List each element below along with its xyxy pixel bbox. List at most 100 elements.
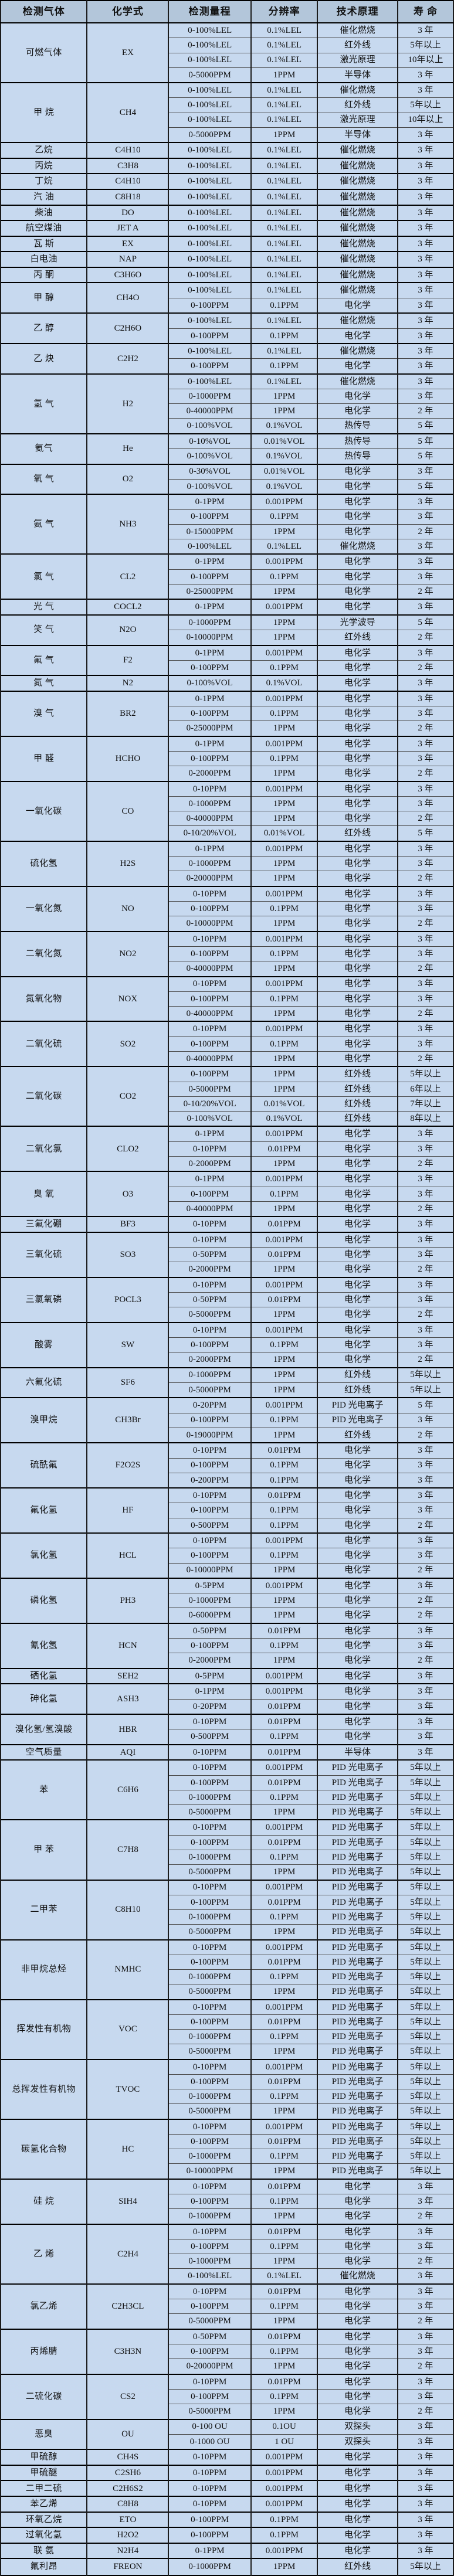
lifetime-cell: 5年以上 — [397, 1775, 454, 1790]
resolution-cell: 0.1PPM — [250, 1472, 319, 1488]
principle-cell: 催化燃烧 — [317, 538, 398, 555]
formula-cell: O3 — [86, 1171, 170, 1217]
principle-cell: PID 光电离子 — [317, 1849, 398, 1865]
range-cell: 0-100%LEL — [168, 157, 252, 174]
formula-cell: C2H2 — [86, 342, 170, 375]
range-cell: 0-100%VOL — [168, 675, 252, 692]
range-cell: 0-2000PPM — [168, 1352, 252, 1368]
table-row: 二氧化硫 SO2 0-10PPM 0.001PPM 电化学 3 年 — [0, 1021, 454, 1067]
principle-cell: 红外线 — [317, 1081, 398, 1097]
table-row: 0-40000PPM 1PPM 电化学 2 年 — [1, 403, 454, 419]
principle-cell: 电化学 — [317, 735, 398, 752]
table-row: 0-5000PPM 1PPM 红外线 5年以上 — [1, 1382, 454, 1398]
formula-cell: F2 — [86, 644, 170, 676]
resolution-cell: 0.001PPM — [250, 644, 319, 661]
range-cell: 0-5000PPM — [168, 1081, 252, 1097]
principle-cell: 电化学 — [317, 1714, 398, 1730]
lifetime-cell: 3 年 — [397, 312, 454, 329]
table-row: 可燃气体 EX 0-100%LEL 0.1%LEL 催化燃烧 3 年 — [0, 22, 454, 83]
table-row: 0-2000PPM 1PPM 电化学 2 年 — [1, 766, 454, 782]
table-row: 丙烯腈 C3H3N 0-50PPM 0.01PPM 电化学 3 年 — [0, 2328, 454, 2375]
resolution-cell: 1PPM — [250, 2103, 319, 2120]
table-row: 乙 烯 C2H4 0-10PPM 0.01PPM 电化学 3 年 — [0, 2223, 454, 2285]
resolution-cell: 0.1PPM — [250, 660, 319, 676]
table-row: 0-100%VOL 0.1%VOL 热传导 5 年 — [1, 418, 454, 434]
range-cell: 0-100PPM — [168, 1412, 252, 1428]
range-cell: 0-1000 OU — [168, 2434, 252, 2450]
principle-cell: 电化学 — [317, 1352, 398, 1368]
lifetime-cell: 5年以上 — [397, 1759, 454, 1776]
resolution-cell: 0.01PPM — [250, 1744, 319, 1761]
resolution-cell: 0.01PPM — [250, 1775, 319, 1790]
lifetime-cell: 3 年 — [397, 599, 454, 616]
range-cell: 0-100PPM — [168, 2388, 252, 2405]
resolution-cell: 0.1PPM — [250, 2239, 319, 2255]
principle-cell: 电化学 — [317, 1156, 398, 1172]
table-row: 0-100PPM 0.1PPM 电化学 3 年 — [1, 1638, 454, 1654]
principle-cell: 电化学 — [317, 2299, 398, 2315]
range-cell: 0-100%LEL — [168, 204, 252, 221]
range-cell: 0-100PPM — [168, 901, 252, 917]
range-cell: 0-1PPM — [168, 599, 252, 616]
lifetime-cell: 3 年 — [397, 991, 454, 1007]
lifetime-cell: 5年以上 — [397, 2029, 454, 2045]
range-cell: 0-100PPM — [168, 946, 252, 962]
lifetime-cell: 3 年 — [397, 840, 454, 857]
formula-cell: HCN — [86, 1622, 170, 1669]
table-row: 0-100PPM 0.1PPM 电化学 3 年 — [1, 2239, 454, 2255]
range-cell: 0-10PPM — [168, 930, 252, 947]
lifetime-cell: 3 年 — [397, 389, 454, 405]
formula-cell: F2O2S — [86, 1442, 170, 1488]
table-row: 0-100PPM 0.1PPM 电化学 3 年 — [1, 509, 454, 525]
lifetime-cell: 5年以上 — [397, 1789, 454, 1806]
range-cell: 0-100PPM — [168, 2344, 252, 2360]
range-cell: 0-40000PPM — [168, 961, 252, 977]
principle-cell: 催化燃烧 — [317, 188, 398, 205]
resolution-cell: 0.01%VOL — [250, 825, 319, 842]
lifetime-cell: 3 年 — [397, 2283, 454, 2300]
gas-name-cell: 氧 气 — [0, 463, 88, 495]
lifetime-cell: 3 年 — [397, 1442, 454, 1459]
formula-cell: HCHO — [86, 735, 170, 782]
range-cell: 0-1000PPM — [168, 614, 252, 631]
principle-cell: 电化学 — [317, 1231, 398, 1248]
table-row: 0-40000PPM 1PPM 电化学 2 年 — [1, 811, 454, 827]
resolution-cell: 0.01PPM — [250, 2178, 319, 2195]
range-cell: 0-25000PPM — [168, 583, 252, 600]
table-row: 溴甲烷 CH3Br 0-20PPM 0.001PPM PID 光电离子 5 年 — [0, 1397, 454, 1443]
table-row: 六氟化硫 SF6 0-1000PPM 1PPM 红外线 5年以上 — [0, 1367, 454, 1398]
principle-cell: 电化学 — [317, 1472, 398, 1488]
formula-cell: NOX — [86, 976, 170, 1022]
gas-name-cell: 甲 苯 — [0, 1819, 88, 1881]
resolution-cell: 0.001PPM — [250, 1126, 319, 1142]
gas-name-cell: 二甲二硫 — [0, 2480, 88, 2497]
table-row: 硅 烷 SIH4 0-10PPM 0.01PPM 电化学 3 年 — [0, 2178, 454, 2225]
range-cell: 0-1000PPM — [168, 1789, 252, 1806]
resolution-cell: 0.1PPM — [250, 2511, 319, 2528]
lifetime-cell: 10年以上 — [397, 52, 454, 68]
resolution-cell: 0.001PPM — [250, 735, 319, 752]
range-cell: 0-500PPM — [168, 1729, 252, 1745]
formula-cell: EX — [86, 235, 170, 252]
formula-cell: HCL — [86, 1532, 170, 1579]
gas-name-cell: 氢 气 — [0, 373, 88, 434]
table-row: 0-1000PPM 0.1PPM PID 光电离子 5年以上 — [1, 1789, 454, 1806]
lifetime-cell: 5年以上 — [397, 2074, 454, 2090]
table-row: 0-50PPM 0.01PPM 电化学 3 年 — [1, 1247, 454, 1263]
gas-name-cell: 三氯氧磷 — [0, 1276, 88, 1323]
table-row: 0-5000PPM 1PPM PID 光电离子 5年以上 — [1, 2103, 454, 2120]
resolution-cell: 0.1PPM — [250, 2194, 319, 2210]
gas-name-cell: 臭 氧 — [0, 1171, 88, 1217]
resolution-cell: 0.001PPM — [250, 599, 319, 616]
principle-cell: 电化学 — [317, 328, 398, 344]
range-cell: 0-10PPM — [168, 976, 252, 992]
resolution-cell: 0.01PPM — [250, 1622, 319, 1639]
resolution-cell: 1PPM — [250, 389, 319, 405]
table-row: 甲 醛 HCHO 0-1PPM 0.001PPM 电化学 3 年 — [0, 735, 454, 782]
gas-name-cell: 硫化氢 — [0, 840, 88, 887]
range-cell: 0-100PPM — [168, 1775, 252, 1790]
lifetime-cell: 2 年 — [397, 1517, 454, 1534]
resolution-cell: 0.01PPM — [250, 1714, 319, 1730]
gas-name-cell: 酸雾 — [0, 1321, 88, 1368]
lifetime-cell: 3 年 — [397, 2388, 454, 2405]
